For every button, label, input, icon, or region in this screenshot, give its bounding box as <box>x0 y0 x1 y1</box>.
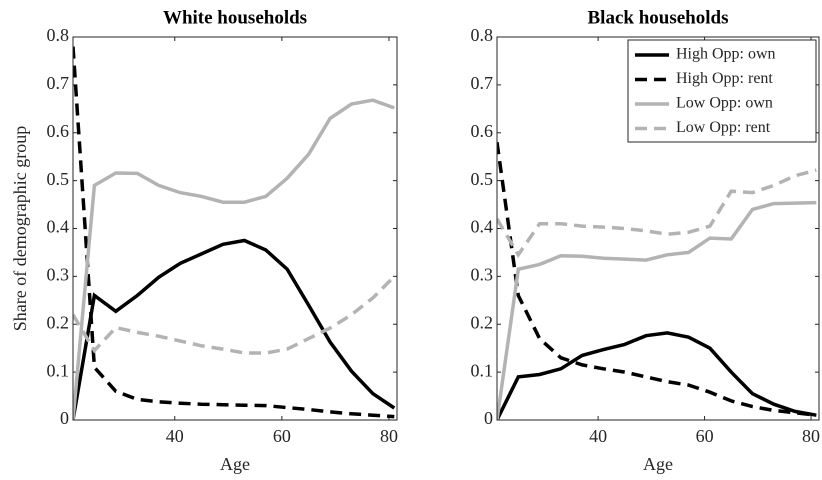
legend-label: Low Opp: rent <box>676 119 771 136</box>
x-axis-label: Age <box>643 454 673 474</box>
y-tick-label: 0.2 <box>47 312 70 332</box>
y-tick-label: 0.6 <box>47 121 70 141</box>
series-line <box>73 98 395 420</box>
y-tick-label: 0.3 <box>47 265 70 285</box>
legend-label: High Opp: own <box>676 46 776 63</box>
axes-frame <box>496 36 820 421</box>
chart-title: Black households <box>588 7 729 28</box>
y-tick-label: 0.5 <box>47 169 70 189</box>
axes-frame <box>72 36 398 421</box>
y-tick-label: 0.1 <box>47 360 70 380</box>
legend-box <box>627 39 817 143</box>
x-axis-label: Age <box>220 454 250 474</box>
y-tick-label: 0.7 <box>471 73 494 93</box>
y-tick-label: 0.5 <box>471 169 494 189</box>
y-tick-label: 0.4 <box>471 217 494 237</box>
y-tick-label: 0.6 <box>471 121 494 141</box>
x-tick-label: 60 <box>273 426 291 446</box>
y-tick-label: 0.1 <box>471 360 494 380</box>
y-axis-label: Share of demographic group <box>10 126 30 331</box>
series-line <box>73 275 396 355</box>
series-line <box>497 200 817 420</box>
y-tick-label: 0.8 <box>471 25 494 45</box>
y-tick-label: 0.2 <box>471 312 494 332</box>
x-tick-label: 40 <box>166 426 184 446</box>
series-line <box>497 142 817 417</box>
series-line <box>73 46 395 419</box>
series-line <box>497 331 817 420</box>
x-tick-label: 80 <box>802 426 820 446</box>
legend-label: High Opp: rent <box>676 70 773 87</box>
series-line <box>73 238 396 420</box>
y-tick-label: 0.3 <box>471 265 494 285</box>
series-line <box>497 168 817 259</box>
y-tick-label: 0 <box>484 408 493 428</box>
x-tick-label: 60 <box>696 426 714 446</box>
chart-title: White households <box>163 7 307 28</box>
y-tick-label: 0.7 <box>47 73 70 93</box>
x-tick-label: 40 <box>589 426 607 446</box>
legend-label: Low Opp: own <box>676 95 773 112</box>
y-tick-label: 0 <box>60 408 69 428</box>
x-tick-label: 80 <box>380 426 398 446</box>
y-tick-label: 0.4 <box>47 217 70 237</box>
y-tick-label: 0.8 <box>47 25 70 45</box>
